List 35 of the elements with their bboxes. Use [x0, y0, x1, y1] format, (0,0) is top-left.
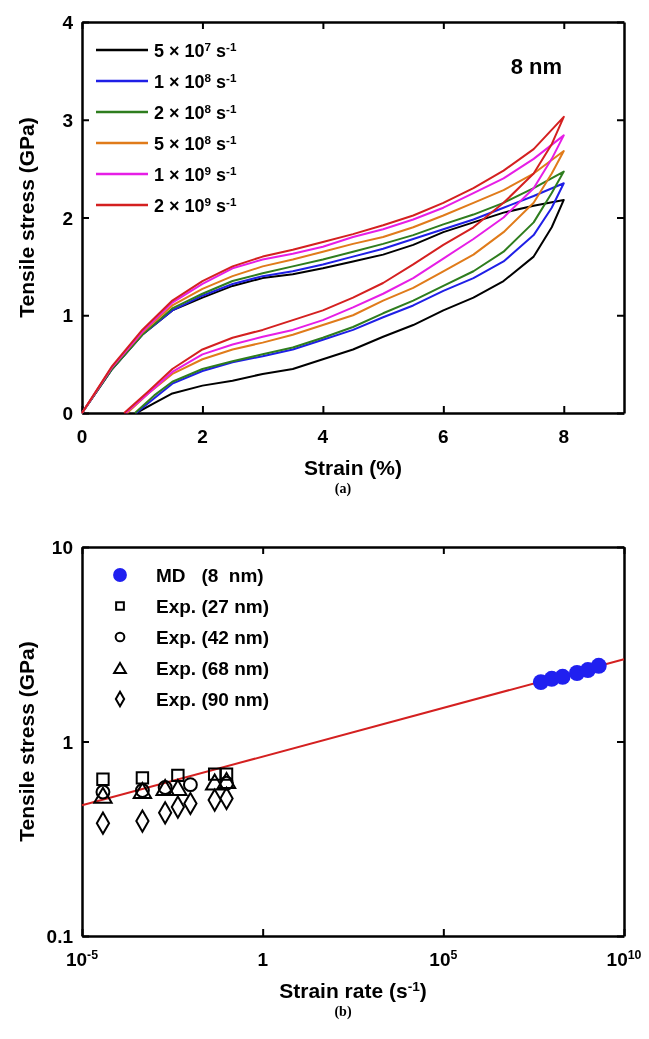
text: (a): [334, 481, 352, 497]
x-axis-title: Strain (%): [303, 456, 403, 479]
y-axis-title: Tensile stress (GPa): [15, 641, 38, 842]
legend-label: Exp. (42 nm): [156, 627, 269, 648]
x-tick-label: 10$^{10}$: [606, 948, 642, 970]
annotation: 8 nm: [510, 54, 562, 79]
x-axis-title: Strain rate (s$^{-1}$): [279, 978, 427, 1002]
y-tick-label: 0.1: [46, 926, 74, 947]
y-tick-label: 4: [62, 12, 74, 33]
text: (b): [334, 1004, 352, 1020]
x-tick-label: 10$^{5}$: [429, 948, 458, 970]
y-axis-title: Tensile stress (GPa): [15, 117, 38, 318]
x-tick-label: 4: [317, 426, 329, 447]
y-tick-label: 10: [51, 537, 73, 558]
legend-label: Exp. (90 nm): [156, 689, 269, 710]
x-tick-label: 10$^{-5}$: [65, 948, 99, 970]
legend-label: Exp. (27 nm): [156, 596, 269, 617]
x-tick-label: 8: [558, 426, 570, 447]
y-tick-label: 1: [62, 305, 74, 327]
legend-label: 5 × 10$^{8}$ s$^{-1}$: [154, 132, 237, 154]
x-tick-label: 1: [257, 949, 269, 970]
legend-label: MD (8 nm): [156, 565, 264, 586]
y-tick-label: 3: [62, 109, 73, 131]
legend-label: 5 × 10$^{7}$ s$^{-1}$: [154, 39, 237, 61]
legend-label: 2 × 10$^{9}$ s$^{-1}$: [154, 194, 237, 216]
x-tick-label: 0: [76, 426, 88, 447]
y-tick-label: 1: [62, 731, 74, 753]
y-tick-label: 0: [62, 403, 73, 424]
legend-label: 2 × 10$^{8}$ s$^{-1}$: [154, 101, 237, 123]
legend-label: Exp. (68 nm): [156, 658, 269, 679]
x-tick-label: 6: [438, 426, 449, 447]
y-tick-label: 2: [62, 207, 73, 229]
x-tick-label: 2: [197, 426, 208, 447]
legend-label: 1 × 10$^{8}$ s$^{-1}$: [154, 70, 237, 92]
legend-label: 1 × 10$^{9}$ s$^{-1}$: [154, 163, 237, 185]
